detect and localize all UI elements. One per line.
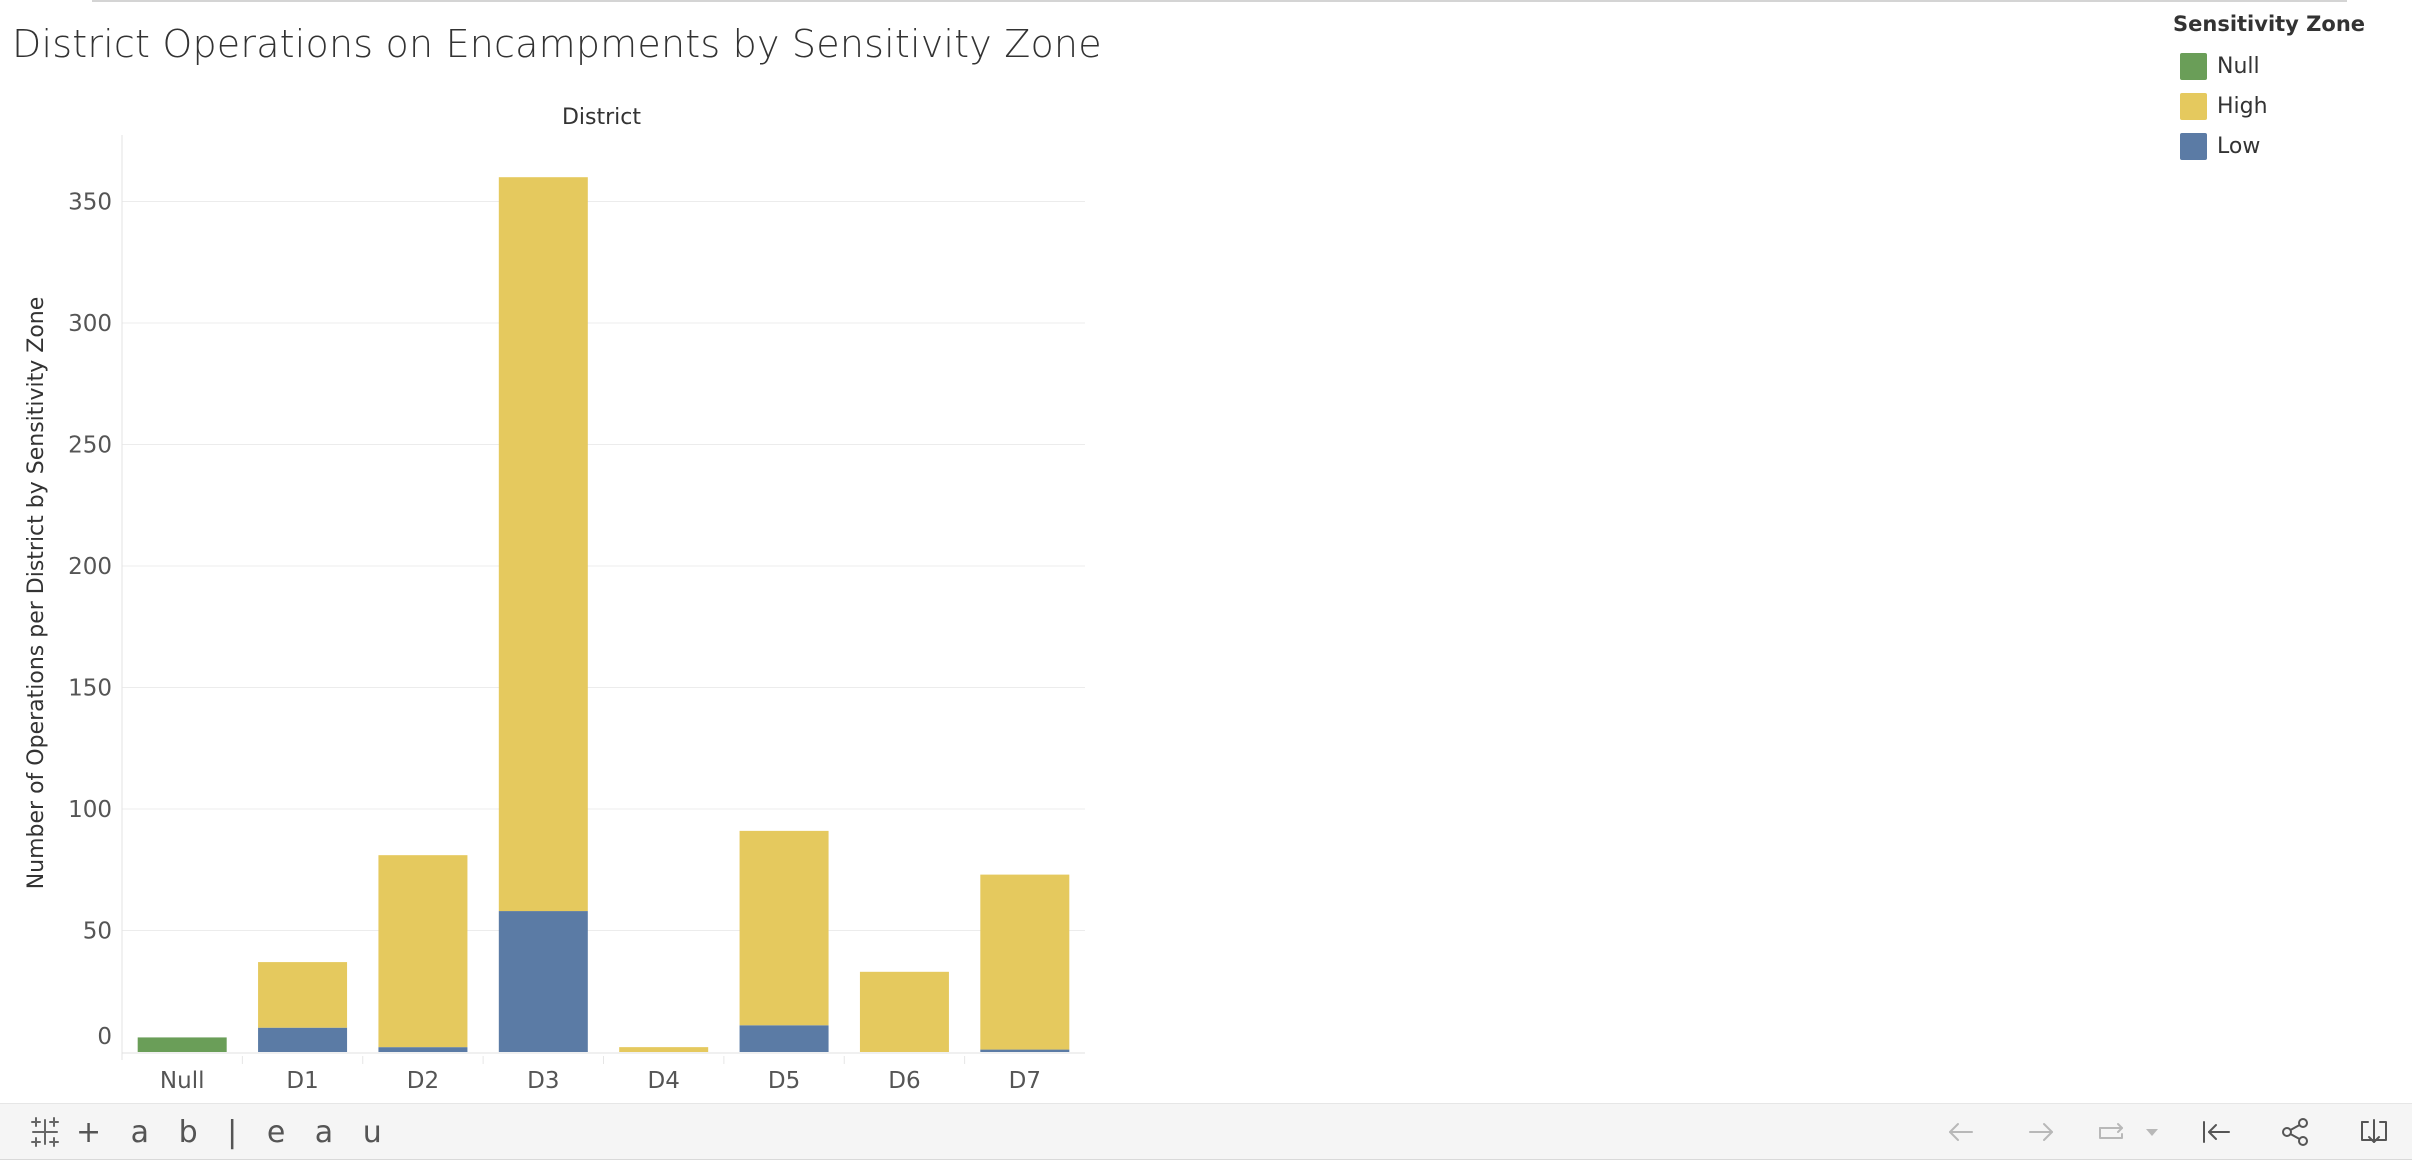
share-icon — [2282, 1118, 2308, 1146]
revert-icon — [2099, 1123, 2123, 1139]
top-divider — [92, 0, 2347, 2]
legend: Sensitivity Zone Null High Low — [2173, 12, 2393, 166]
chart-title: District Operations on Encampments by Se… — [12, 22, 1102, 66]
y-axis-title: Number of Operations per District by Sen… — [24, 297, 49, 890]
share-button[interactable] — [2276, 1114, 2314, 1150]
dropdown-icon — [2146, 1129, 2158, 1136]
column-header: District — [562, 105, 641, 130]
x-tick-label: D7 — [1009, 1068, 1041, 1094]
y-tick-label: 300 — [68, 311, 112, 337]
undo-icon — [1949, 1123, 1973, 1141]
x-tick-label: D6 — [888, 1068, 920, 1094]
y-tick-label: 200 — [68, 554, 112, 580]
tableau-logo[interactable]: + a b | e a u — [28, 1114, 392, 1150]
legend-swatch-low — [2180, 132, 2207, 160]
legend-label-null: Null — [2217, 53, 2260, 79]
legend-swatch-high — [2180, 92, 2207, 120]
tableau-wordmark: + a b | e a u — [76, 1114, 392, 1150]
bar-d3-high — [498, 177, 588, 912]
download-icon — [2361, 1119, 2387, 1143]
legend-title: Sensitivity Zone — [2173, 12, 2366, 36]
x-tick-label: D4 — [648, 1068, 680, 1094]
y-tick-label: 150 — [68, 676, 112, 702]
stacked-bar-chart[interactable]: 0 50 100 150 200 250 300 350 Number of Operation… — [0, 0, 1100, 1100]
legend-label-high: High — [2217, 93, 2268, 119]
redo-icon — [2029, 1123, 2053, 1141]
bar-d7-low — [980, 1049, 1070, 1052]
bar-d2-low — [378, 1047, 468, 1052]
reset-button[interactable] — [2197, 1114, 2235, 1150]
x-tick-label: D5 — [768, 1068, 800, 1094]
legend-item-null[interactable]: Null — [2173, 46, 2393, 86]
legend-item-low[interactable]: Low — [2173, 126, 2393, 166]
y-tick-label: 250 — [68, 433, 112, 459]
y-tick-label: 100 — [68, 797, 112, 823]
revert-dropdown-button[interactable] — [2142, 1114, 2162, 1150]
x-tick-label: D3 — [527, 1068, 559, 1094]
y-tick-label: 0 — [97, 1024, 112, 1050]
y-tick-label: 350 — [68, 190, 112, 216]
x-tick-label: D1 — [286, 1068, 318, 1094]
bar-d3-low — [498, 911, 588, 1052]
y-tick-label: 50 — [83, 919, 112, 945]
legend-item-high[interactable]: High — [2173, 86, 2393, 126]
bar-d5-low — [739, 1025, 829, 1052]
tableau-cross-icon — [31, 1117, 59, 1147]
revert-button[interactable] — [2093, 1114, 2131, 1150]
x-tick-label: Null — [160, 1068, 205, 1094]
bar-d6-high — [859, 971, 949, 1052]
tableau-toolbar: + a b | e a u — [0, 1103, 2412, 1160]
bar-d2-high — [378, 855, 468, 1048]
x-tick-label: D2 — [407, 1068, 439, 1094]
bar-d1-high — [258, 962, 348, 1028]
bar-d4-high — [619, 1047, 709, 1052]
bar-d7-high — [980, 874, 1070, 1050]
bar-d1-low — [258, 1027, 348, 1052]
download-button[interactable] — [2355, 1114, 2393, 1150]
legend-swatch-null — [2180, 52, 2207, 80]
legend-label-low: Low — [2217, 133, 2261, 159]
bar-null-null — [137, 1037, 227, 1052]
undo-button[interactable] — [1942, 1114, 1980, 1150]
reset-icon — [2203, 1121, 2230, 1143]
redo-button[interactable] — [2022, 1114, 2060, 1150]
bar-d5-high — [739, 830, 829, 1026]
